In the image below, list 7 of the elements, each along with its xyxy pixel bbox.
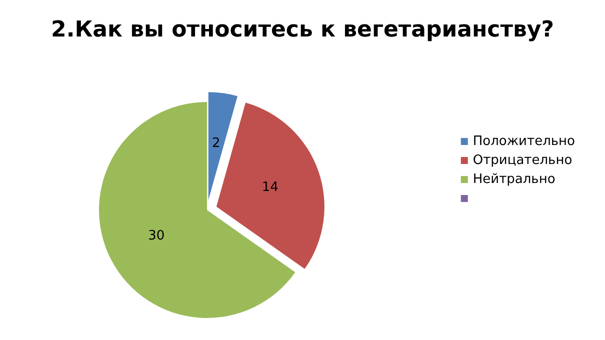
legend-label: Нейтрально — [472, 172, 556, 187]
data-label: 30 — [148, 228, 165, 244]
data-label: 2 — [212, 136, 220, 152]
legend-label: Положительно — [472, 134, 576, 149]
legend-label: Отрицательно — [472, 153, 572, 168]
data-label: 14 — [262, 180, 278, 196]
chart-title: 2.Как вы относитесь к вегетарианству? — [51, 18, 554, 42]
